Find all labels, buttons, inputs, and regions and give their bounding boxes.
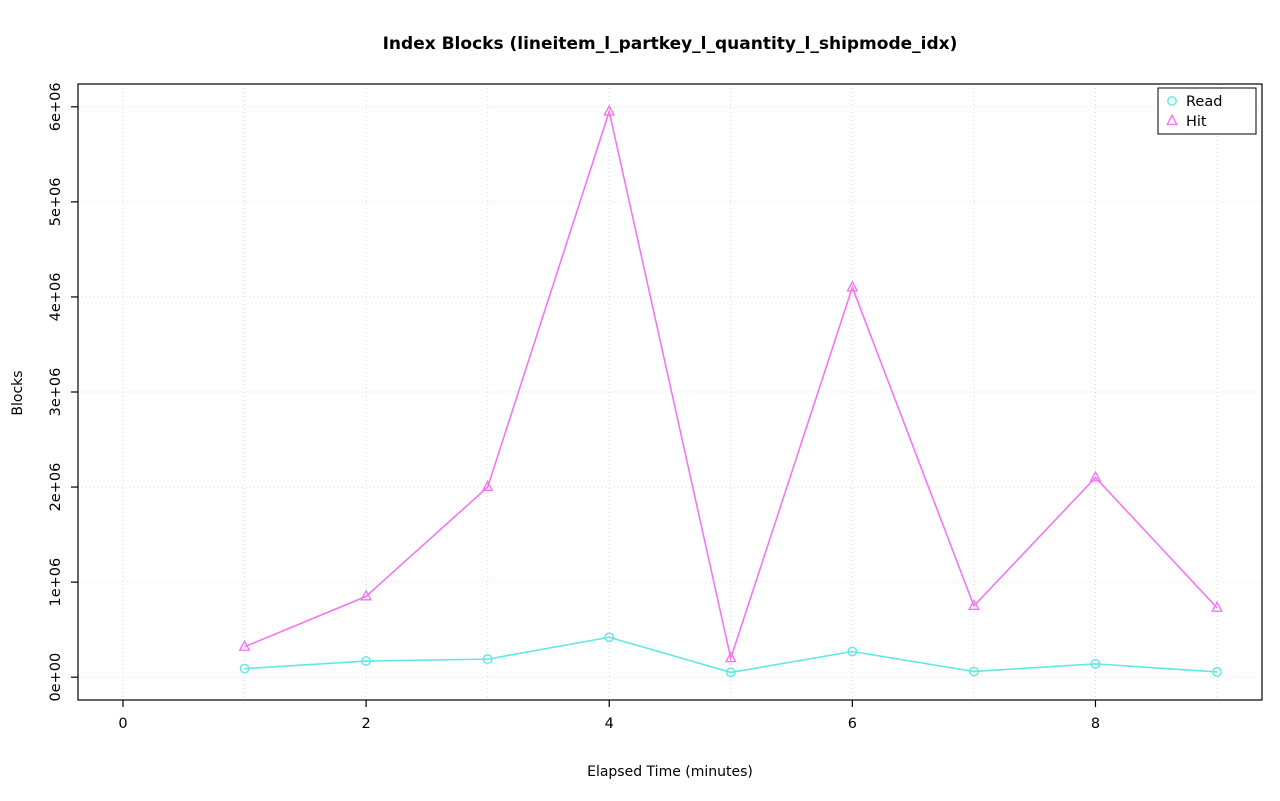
series-read-line: [244, 636, 1218, 674]
y-tick-label: 2e+06: [48, 463, 64, 512]
x-axis-label: Elapsed Time (minutes): [587, 764, 753, 780]
x-axis-ticks: 0 2 4 6 8: [118, 700, 1100, 732]
x-tick-label: 8: [1091, 716, 1100, 732]
series-hit-line: [244, 108, 1218, 662]
y-tick-label: 0e+00: [48, 653, 64, 702]
y-tick-label: 5e+06: [48, 178, 64, 227]
x-tick-label: 2: [361, 716, 370, 732]
series-read: [239, 632, 1222, 678]
x-tick-label: 4: [605, 716, 614, 732]
y-tick-label: 6e+06: [48, 82, 64, 131]
y-tick-label: 1e+06: [48, 558, 64, 607]
legend-label-read: Read: [1186, 94, 1222, 110]
series-hit: [238, 104, 1223, 663]
legend: Read Hit: [1157, 87, 1257, 135]
x-tick-label: 6: [848, 716, 857, 732]
x-tick-label: 0: [118, 716, 127, 732]
y-tick-label: 3e+06: [48, 368, 64, 417]
y-tick-label: 4e+06: [48, 273, 64, 322]
legend-label-hit: Hit: [1186, 114, 1207, 130]
chart-title: Index Blocks (lineitem_l_partkey_l_quant…: [382, 34, 958, 54]
gridlines: [78, 84, 1262, 700]
y-axis-ticks: 0e+00 1e+06 2e+06 3e+06 4e+06 5e+06 6e+06: [48, 82, 78, 702]
